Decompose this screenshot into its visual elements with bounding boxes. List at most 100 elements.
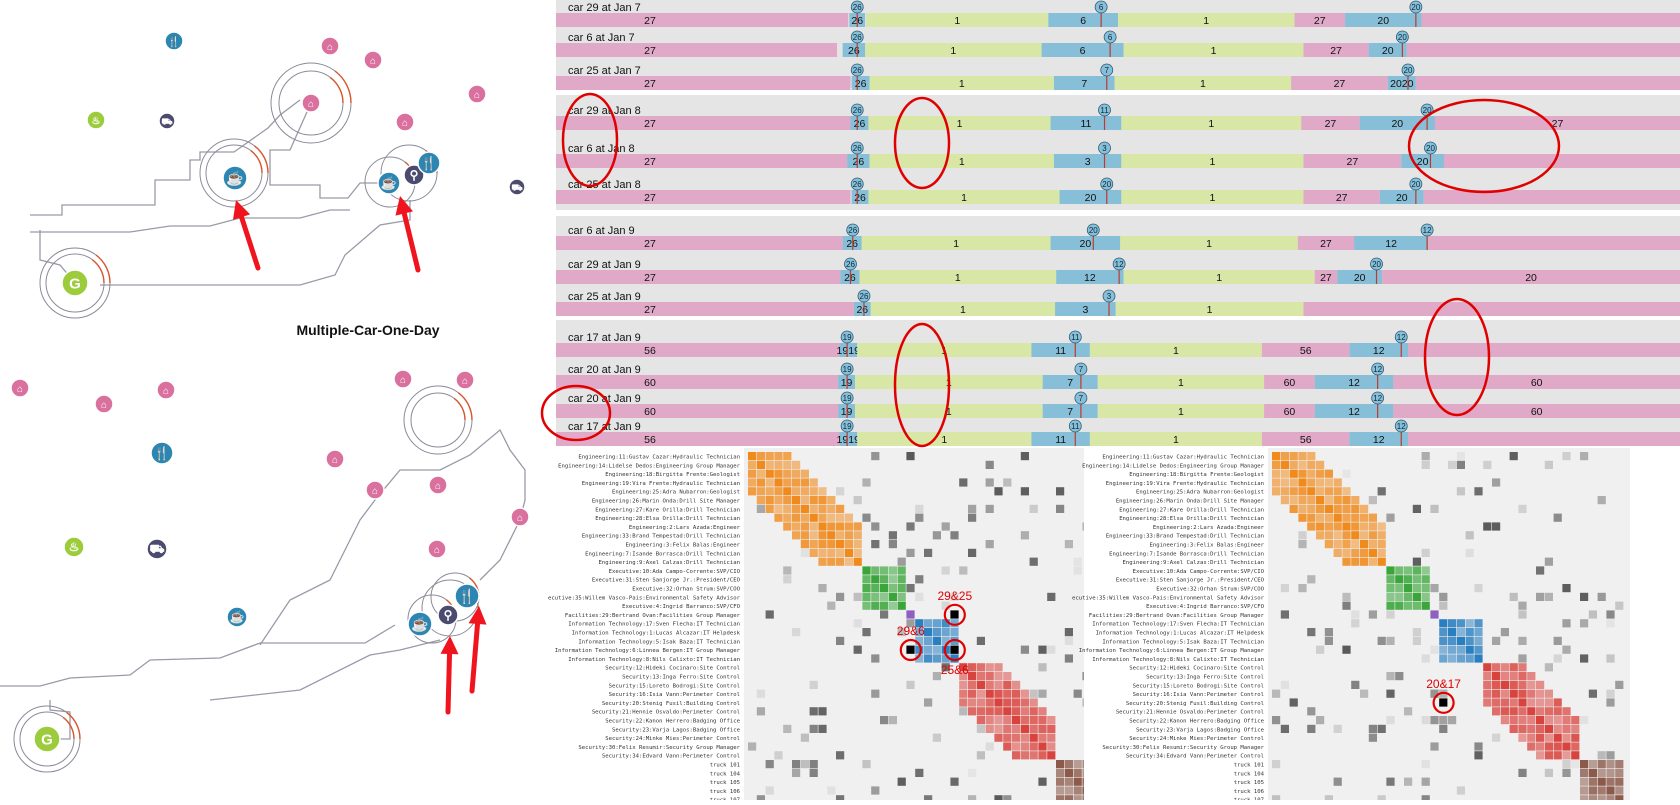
timeline-bar-label: 3 <box>1085 156 1091 168</box>
timeline-bar-label: 1 <box>960 304 966 316</box>
heatmap-row-label: Security:20:Stenig Fusil:Building Contro… <box>1126 701 1264 707</box>
heatmap-cell <box>1456 636 1465 645</box>
heatmap-cell <box>1324 540 1333 549</box>
heatmap-cell <box>1020 716 1029 725</box>
heatmap-cell <box>1003 698 1012 707</box>
heatmap-cell <box>1342 469 1351 478</box>
heatmap-cell <box>836 540 845 549</box>
heatmap-cell <box>1298 452 1307 461</box>
heatmap-cell <box>1536 733 1545 742</box>
home-location-icon: ⌂ <box>395 112 415 132</box>
food-location-icon: 🍴 <box>164 31 184 51</box>
heatmap-cell <box>1395 601 1404 610</box>
timeline-bar-label: 56 <box>1300 345 1312 357</box>
timeline-bar-label: 27 <box>1552 118 1564 130</box>
timeline-bar-travel <box>1089 432 1262 446</box>
heatmap-row-label: ecutive:35:Willem Vasco-Pais:Environment… <box>548 595 741 601</box>
home-glyph: ⌂ <box>163 386 169 397</box>
heatmap-cell <box>1333 487 1342 496</box>
heatmap-cell <box>756 504 765 513</box>
heatmap-cell <box>1527 680 1536 689</box>
heatmap-cell <box>880 716 889 725</box>
heatmap-cell <box>1307 628 1316 637</box>
timeline-bar-stay <box>1264 375 1315 389</box>
heatmap-cell <box>1377 522 1386 531</box>
heatmap-cell <box>1368 513 1377 522</box>
timeline-badge <box>1424 141 1437 155</box>
heatmap-cell <box>853 522 862 531</box>
heatmap-cell <box>1324 487 1333 496</box>
heatmap-cell <box>1333 478 1342 487</box>
timeline-row-label: car 25 at Jan 8 <box>568 179 641 191</box>
heatmap-row-label: truck 104 <box>1234 771 1265 777</box>
heatmap-cell <box>1544 689 1553 698</box>
heatmap-cell <box>1562 724 1571 733</box>
heatmap-cell <box>783 460 792 469</box>
timeline-badge <box>1068 330 1082 344</box>
heatmap-cell <box>1474 645 1483 654</box>
heatmap-cell <box>1056 768 1065 777</box>
heatmap-cell <box>976 672 985 681</box>
heatmap-cell <box>1448 628 1457 637</box>
heatmap-annotation-label: 25&6 <box>941 663 969 677</box>
heatmap-cell <box>1020 742 1029 751</box>
timeline-bar-label: 1 <box>1208 118 1214 130</box>
heatmap-cell <box>1368 531 1377 540</box>
heatmap-cell <box>1038 663 1047 672</box>
heatmap-cell <box>1280 460 1289 469</box>
food-glyph: 🍴 <box>421 156 437 172</box>
timeline-bar-label: 11 <box>1055 434 1066 446</box>
heatmap-row-label: Executive:4:Ingrid Barranco:SVP/CFO <box>622 604 741 610</box>
timeline-badge <box>850 30 864 44</box>
heatmap-cell <box>853 496 862 505</box>
heatmap-cell <box>827 540 836 549</box>
timeline-bar-label: 26 <box>855 78 867 90</box>
heatmap-cell <box>1368 496 1377 505</box>
heatmap-cell <box>994 689 1003 698</box>
heatmap-cell <box>765 760 774 769</box>
home-glyph: ⌂ <box>308 99 314 110</box>
heatmap-cell <box>1298 487 1307 496</box>
heatmap-cell <box>1527 724 1536 733</box>
heatmap-cell <box>1465 636 1474 645</box>
heatmap-cell <box>1474 636 1483 645</box>
industrial-location-icon: ⛟ <box>146 538 168 560</box>
heatmap-row-label: Facilities:29:Bertrand Ovan:Facilities G… <box>1089 613 1265 619</box>
heatmap-cell <box>968 698 977 707</box>
heatmap-cell <box>853 557 862 566</box>
heatmap-cell <box>1483 680 1492 689</box>
heatmap-cell <box>827 548 836 557</box>
timeline-bar-label: 20 <box>1417 156 1429 168</box>
food-glyph: ☕ <box>411 615 428 633</box>
timeline-bar-label: 60 <box>1531 377 1543 389</box>
heatmap-cell <box>1597 777 1606 786</box>
heatmap-cell <box>1289 478 1298 487</box>
heatmap-row-label: Engineering:2:Lars Azada:Engineer <box>629 525 741 531</box>
heatmap-cell <box>1003 478 1012 487</box>
heatmap-row-label: Engineering:3:Felix Balas:Engineer <box>625 543 740 549</box>
heatmap-cell <box>1580 795 1589 804</box>
industrial-marker <box>158 112 176 130</box>
heatmap-annotation-circle <box>943 638 966 662</box>
heatmap-row-label: Security:23:Varja Lagos:Badging Office <box>612 727 741 733</box>
heatmap-left: Engineering:11:Gustav Cazar:Hydraulic Te… <box>548 448 1156 805</box>
timeline-bar-travel <box>1123 43 1304 57</box>
timeline-badge-label: 20 <box>1372 260 1381 269</box>
food-location-icon: 🍴 <box>150 441 174 465</box>
timeline-bar-label: 60 <box>1284 377 1296 389</box>
recreation-marker <box>33 725 61 753</box>
heatmap-cell <box>985 716 994 725</box>
heatmap-cell <box>1580 654 1589 663</box>
timeline-badge-label: 3 <box>1107 292 1112 301</box>
heatmap-cell <box>976 707 985 716</box>
heatmap-cell <box>1307 522 1316 531</box>
heatmap-row-label: Information Technology:17:Sven Flecha:IT… <box>1092 622 1264 628</box>
heatmap-cell <box>1272 760 1281 769</box>
heatmap-cell <box>1606 760 1615 769</box>
heatmap-cell <box>783 469 792 478</box>
heatmap-cell <box>1289 698 1298 707</box>
timeline-bar-stay <box>1301 116 1360 130</box>
heatmap-cell <box>1386 575 1395 584</box>
heatmap-cell <box>968 795 977 804</box>
heatmap-cell <box>1606 777 1615 786</box>
